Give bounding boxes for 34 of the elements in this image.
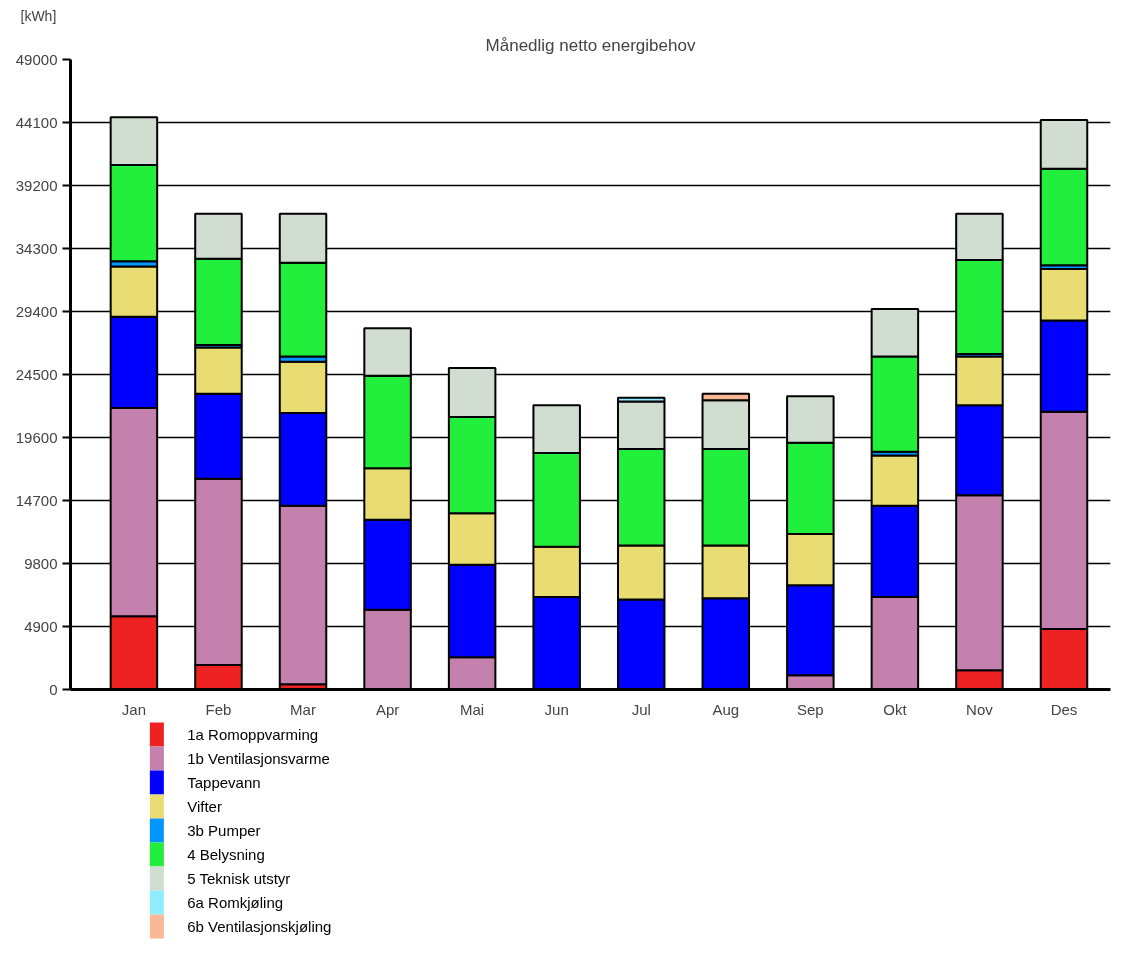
x-tick-label: Mar [290, 700, 316, 718]
legend-label: 3b Pumper [187, 822, 261, 839]
x-tick-label: Sep [796, 700, 824, 718]
legend-label: 6b Ventilasjonskjøling [187, 918, 332, 935]
y-tick-label: 0 [49, 680, 58, 698]
x-tick-label: Apr [375, 700, 400, 718]
y-tick-label: 39200 [15, 176, 58, 194]
chart-title: Månedlig netto energibehov [485, 35, 696, 55]
y-tick-label: 49000 [15, 50, 58, 68]
y-tick-label: 14700 [15, 491, 58, 509]
y-tick-label: 34300 [15, 239, 58, 257]
x-tick-label: Jun [544, 700, 569, 718]
legend-label: 5 Teknisk utstyr [187, 870, 291, 887]
y-tick-label: 29400 [15, 302, 58, 320]
legend-label: 4 Belysning [187, 846, 265, 863]
legend-label: 1a Romoppvarming [187, 726, 319, 743]
y-axis-title: [kWh] [20, 7, 57, 24]
y-tick-label: 9800 [24, 554, 58, 572]
x-tick-label: Feb [205, 700, 232, 718]
y-tick-label: 44100 [15, 113, 58, 131]
x-tick-label: Okt [883, 700, 908, 718]
x-tick-label: Nov [966, 700, 994, 718]
x-tick-label: Des [1050, 700, 1078, 718]
y-tick-label: 19600 [15, 428, 58, 446]
x-tick-label: Jan [121, 700, 147, 718]
x-tick-label: Mai [460, 700, 485, 718]
legend-label: 6a Romkjøling [187, 894, 284, 911]
y-tick-label: 24500 [15, 365, 58, 383]
x-tick-label: Jul [631, 700, 651, 718]
y-tick-label: 4900 [24, 617, 58, 635]
legend-label: 1b Ventilasjonsvarme [187, 750, 330, 767]
x-tick-label: Aug [712, 700, 740, 718]
legend-label: Vifter [187, 798, 222, 815]
legend-label: Tappevann [187, 774, 261, 791]
